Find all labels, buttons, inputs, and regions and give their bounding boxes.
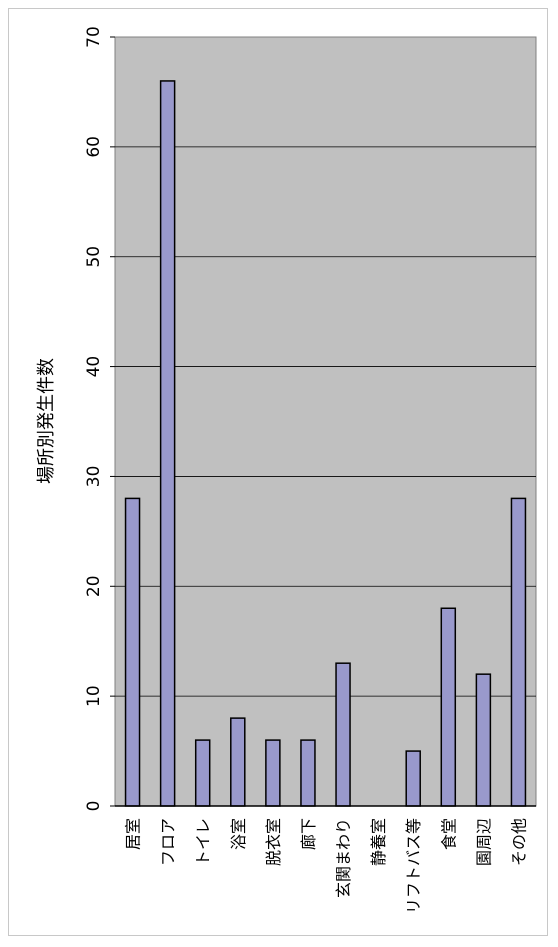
category-label: フロア xyxy=(159,818,178,866)
y-axis-title: 場所別発生件数 xyxy=(36,358,57,484)
category-label: その他 xyxy=(509,818,528,866)
bar xyxy=(300,739,316,807)
y-axis-ticks: 0 10 20 30 40 50 60 70 xyxy=(84,26,115,811)
category-label: 脱衣室 xyxy=(264,818,283,866)
bar xyxy=(124,497,141,807)
bar xyxy=(230,717,246,807)
y-tick-label: 70 xyxy=(84,26,104,48)
bar xyxy=(475,673,492,807)
bar xyxy=(510,497,527,807)
category-label: 園周辺 xyxy=(474,818,493,866)
category-label: 居室 xyxy=(124,818,143,850)
bar xyxy=(159,80,176,807)
category-label: リフトバス等 xyxy=(404,818,423,914)
bar xyxy=(335,662,351,807)
y-tick-label: 60 xyxy=(84,136,104,158)
category-label: 玄関まわり xyxy=(334,818,353,898)
category-label: 廊下 xyxy=(299,818,318,850)
y-tick-label: 0 xyxy=(84,801,104,812)
gridlines xyxy=(115,146,536,697)
bar xyxy=(440,607,457,807)
bar xyxy=(265,739,281,807)
category-label: トイレ xyxy=(194,818,213,866)
y-tick-label: 30 xyxy=(84,466,104,488)
bars xyxy=(124,80,527,807)
y-tick-label: 40 xyxy=(84,356,104,378)
plot-area xyxy=(114,36,537,807)
category-label: 静養室 xyxy=(369,818,388,866)
bar xyxy=(194,739,211,807)
category-label: 食堂 xyxy=(439,818,458,850)
category-label: 浴室 xyxy=(229,818,248,850)
y-tick-label: 20 xyxy=(84,575,104,597)
bar xyxy=(405,750,421,807)
y-tick-label: 10 xyxy=(84,685,104,707)
y-tick-label: 50 xyxy=(84,246,104,268)
category-labels: 居室 フロア トイレ 浴室 脱衣室 廊下 玄関まわり 静養室 リフトバス等 食堂 園周辺 その他 xyxy=(124,818,529,914)
